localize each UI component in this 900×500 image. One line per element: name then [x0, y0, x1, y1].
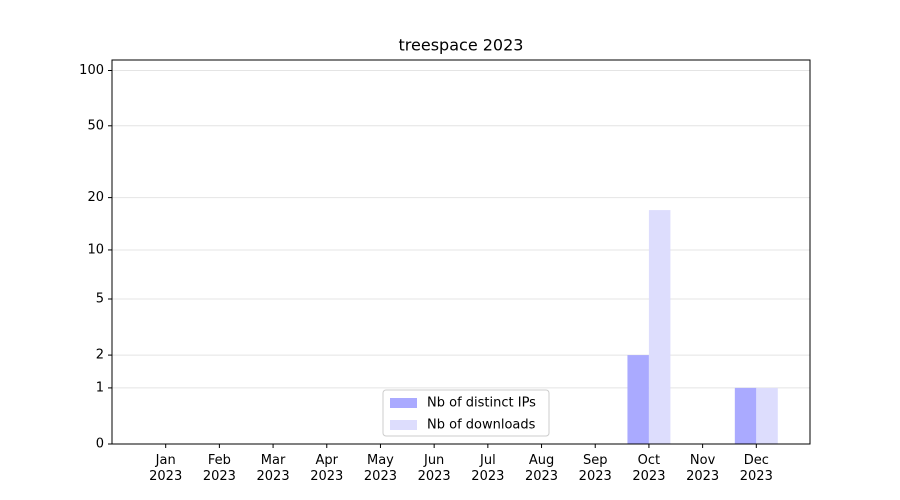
legend-label: Nb of downloads	[427, 418, 536, 433]
x-tick-label: Jan 2023	[149, 453, 183, 484]
x-tick-label: Feb 2023	[202, 453, 236, 484]
legend-swatch	[390, 398, 417, 408]
x-tick-label: Jul 2023	[471, 453, 505, 484]
y-tick-label: 0	[96, 437, 104, 452]
x-tick-label: Apr 2023	[310, 453, 344, 484]
x-tick-label: Dec 2023	[739, 453, 773, 484]
x-tick-label: Jun 2023	[417, 453, 451, 484]
y-tick-label: 5	[96, 291, 104, 306]
y-tick-label: 10	[87, 242, 104, 257]
x-tick-label: Aug 2023	[524, 453, 559, 484]
legend-frame	[382, 389, 550, 437]
legend: Nb of distinct IPs Nb of downloads	[382, 389, 550, 437]
x-tick-label: Nov 2023	[686, 453, 720, 484]
y-tick-label: 100	[79, 63, 104, 78]
legend-label: Nb of distinct IPs	[427, 396, 536, 411]
bar	[756, 387, 778, 444]
x-tick-label: Mar 2023	[256, 453, 290, 484]
legend-swatch	[390, 420, 417, 430]
y-tick-label: 1	[96, 380, 104, 395]
bar	[627, 355, 649, 444]
x-tick-label: Oct 2023	[632, 453, 666, 484]
y-tick-label: 50	[87, 118, 104, 133]
y-tick-label: 2	[96, 348, 104, 363]
bar	[648, 210, 671, 444]
bar	[734, 387, 757, 444]
x-tick-label: Sep 2023	[578, 453, 612, 484]
x-tick-label: May 2023	[363, 453, 397, 484]
y-tick-label: 20	[87, 190, 104, 205]
chart-title: treespace 2023	[399, 36, 524, 55]
plot-frame	[111, 59, 811, 445]
